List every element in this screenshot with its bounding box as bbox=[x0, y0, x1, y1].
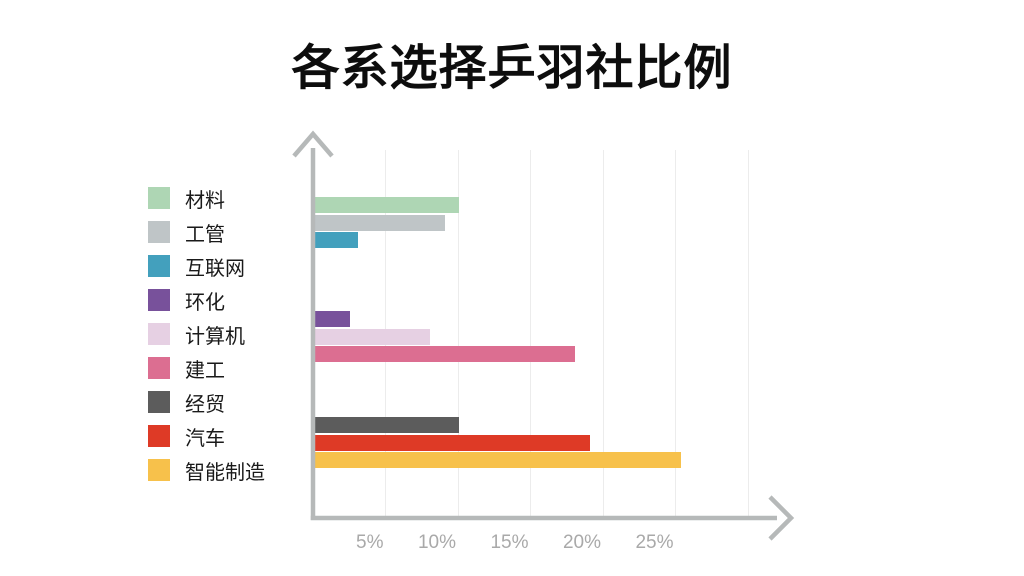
legend-item: 汽车 bbox=[148, 425, 265, 450]
x-tick-label: 20% bbox=[562, 532, 601, 553]
x-tick-label: 10% bbox=[417, 532, 456, 553]
legend-item: 智能制造 bbox=[148, 459, 265, 484]
legend-item: 材料 bbox=[148, 187, 265, 212]
bar bbox=[314, 197, 459, 213]
legend-swatch bbox=[148, 289, 170, 311]
x-tick-label: 25% bbox=[635, 532, 674, 553]
x-tick-label: 15% bbox=[490, 532, 529, 553]
legend-label: 建工 bbox=[185, 359, 225, 382]
legend-swatch bbox=[148, 187, 170, 209]
legend-item: 计算机 bbox=[148, 323, 265, 348]
x-tick-label: 5% bbox=[356, 532, 384, 553]
legend-label: 汽车 bbox=[185, 427, 225, 450]
bar bbox=[314, 232, 358, 248]
legend-swatch bbox=[148, 425, 170, 447]
bar bbox=[314, 417, 459, 433]
legend-item: 互联网 bbox=[148, 255, 265, 280]
bar bbox=[314, 328, 430, 345]
legend-item: 建工 bbox=[148, 357, 265, 382]
legend-label: 材料 bbox=[185, 189, 225, 212]
legend-label: 互联网 bbox=[185, 257, 245, 280]
bar bbox=[314, 346, 575, 362]
legend-label: 计算机 bbox=[185, 325, 245, 348]
gridline bbox=[530, 150, 531, 518]
legend-item: 环化 bbox=[148, 289, 265, 314]
legend-swatch bbox=[148, 221, 170, 243]
bar bbox=[314, 452, 681, 468]
x-axis-arrow-icon bbox=[768, 495, 795, 541]
gridline bbox=[675, 150, 676, 518]
bar bbox=[314, 214, 445, 231]
plot-area: 5% 10% 15% 20% 25% bbox=[313, 150, 749, 553]
chart-title: 各系选择乒羽社比例 bbox=[291, 42, 733, 95]
legend-label: 工管 bbox=[185, 223, 225, 246]
legend-swatch bbox=[148, 391, 170, 413]
legend-item: 工管 bbox=[148, 221, 265, 246]
legend-label: 智能制造 bbox=[185, 461, 265, 484]
legend-label: 环化 bbox=[185, 291, 225, 314]
gridline bbox=[602, 150, 604, 518]
gridline bbox=[747, 150, 749, 518]
legend-swatch bbox=[148, 323, 170, 345]
bar bbox=[314, 434, 590, 451]
legend-label: 经贸 bbox=[185, 393, 225, 416]
legend-swatch bbox=[148, 459, 170, 481]
legend-item: 经贸 bbox=[148, 391, 265, 416]
legend-swatch bbox=[148, 255, 170, 277]
gridline bbox=[457, 150, 459, 518]
bar bbox=[314, 311, 351, 327]
legend-swatch bbox=[148, 357, 170, 379]
legend: 材料工管互联网环化计算机建工经贸汽车智能制造 bbox=[148, 187, 265, 493]
